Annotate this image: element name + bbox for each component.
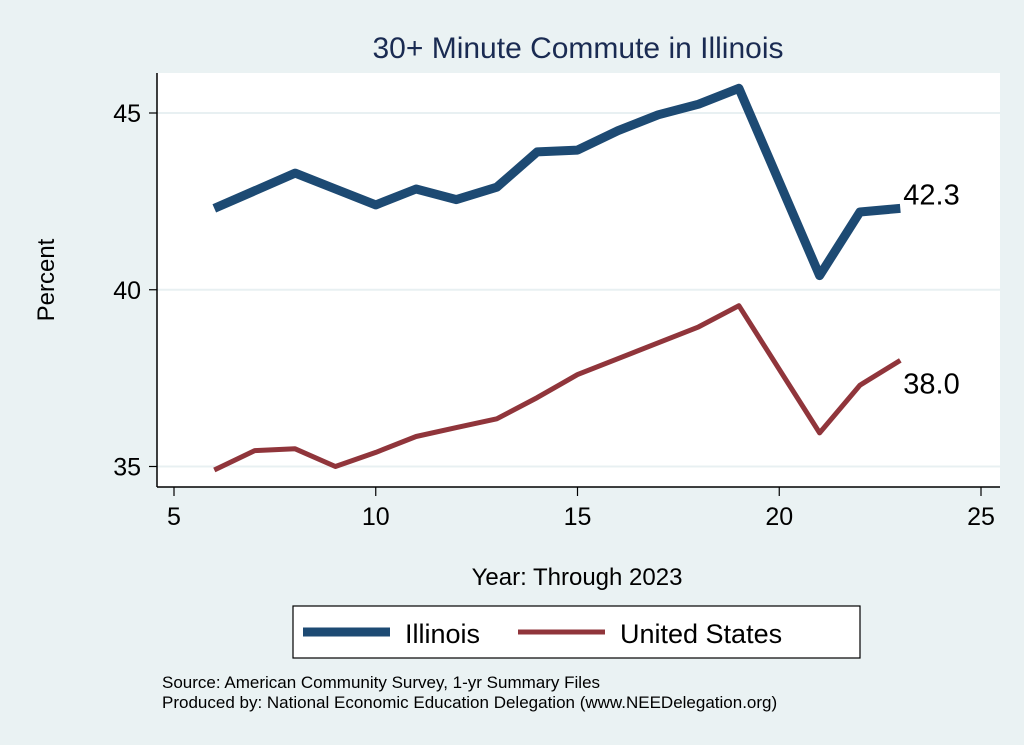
- y-tick-label: 35: [113, 454, 141, 482]
- x-tick-label: 20: [765, 503, 793, 531]
- x-tick-label: 25: [967, 503, 995, 531]
- chart-title: 30+ Minute Commute in Illinois: [372, 32, 783, 65]
- end-label-illinois: 42.3: [903, 179, 959, 211]
- y-axis-title: Percent: [33, 238, 60, 321]
- x-axis-title: Year: Through 2023: [472, 564, 683, 591]
- x-tick-label: 15: [564, 503, 592, 531]
- end-label-united-states: 38.0: [903, 368, 959, 400]
- x-axis-ticks: 5 10 15 20 25: [167, 487, 995, 531]
- series-lines: [212, 83, 902, 473]
- y-axis-ticks: 35 40 45: [113, 100, 157, 482]
- legend: Illinois United States: [292, 605, 861, 659]
- x-tick-label: 5: [167, 503, 181, 531]
- legend-label-united-states: United States: [620, 619, 782, 649]
- source-note: Source: American Community Survey, 1-yr …: [162, 673, 600, 692]
- y-tick-label: 40: [113, 277, 141, 305]
- produced-by-note: Produced by: National Economic Education…: [162, 693, 777, 712]
- x-tick-label: 10: [362, 503, 390, 531]
- gridlines: [157, 112, 1000, 468]
- y-tick-label: 45: [113, 100, 141, 128]
- end-labels: 42.3 38.0: [903, 179, 959, 400]
- plot-area: [157, 73, 1000, 487]
- legend-label-illinois: Illinois: [405, 619, 480, 649]
